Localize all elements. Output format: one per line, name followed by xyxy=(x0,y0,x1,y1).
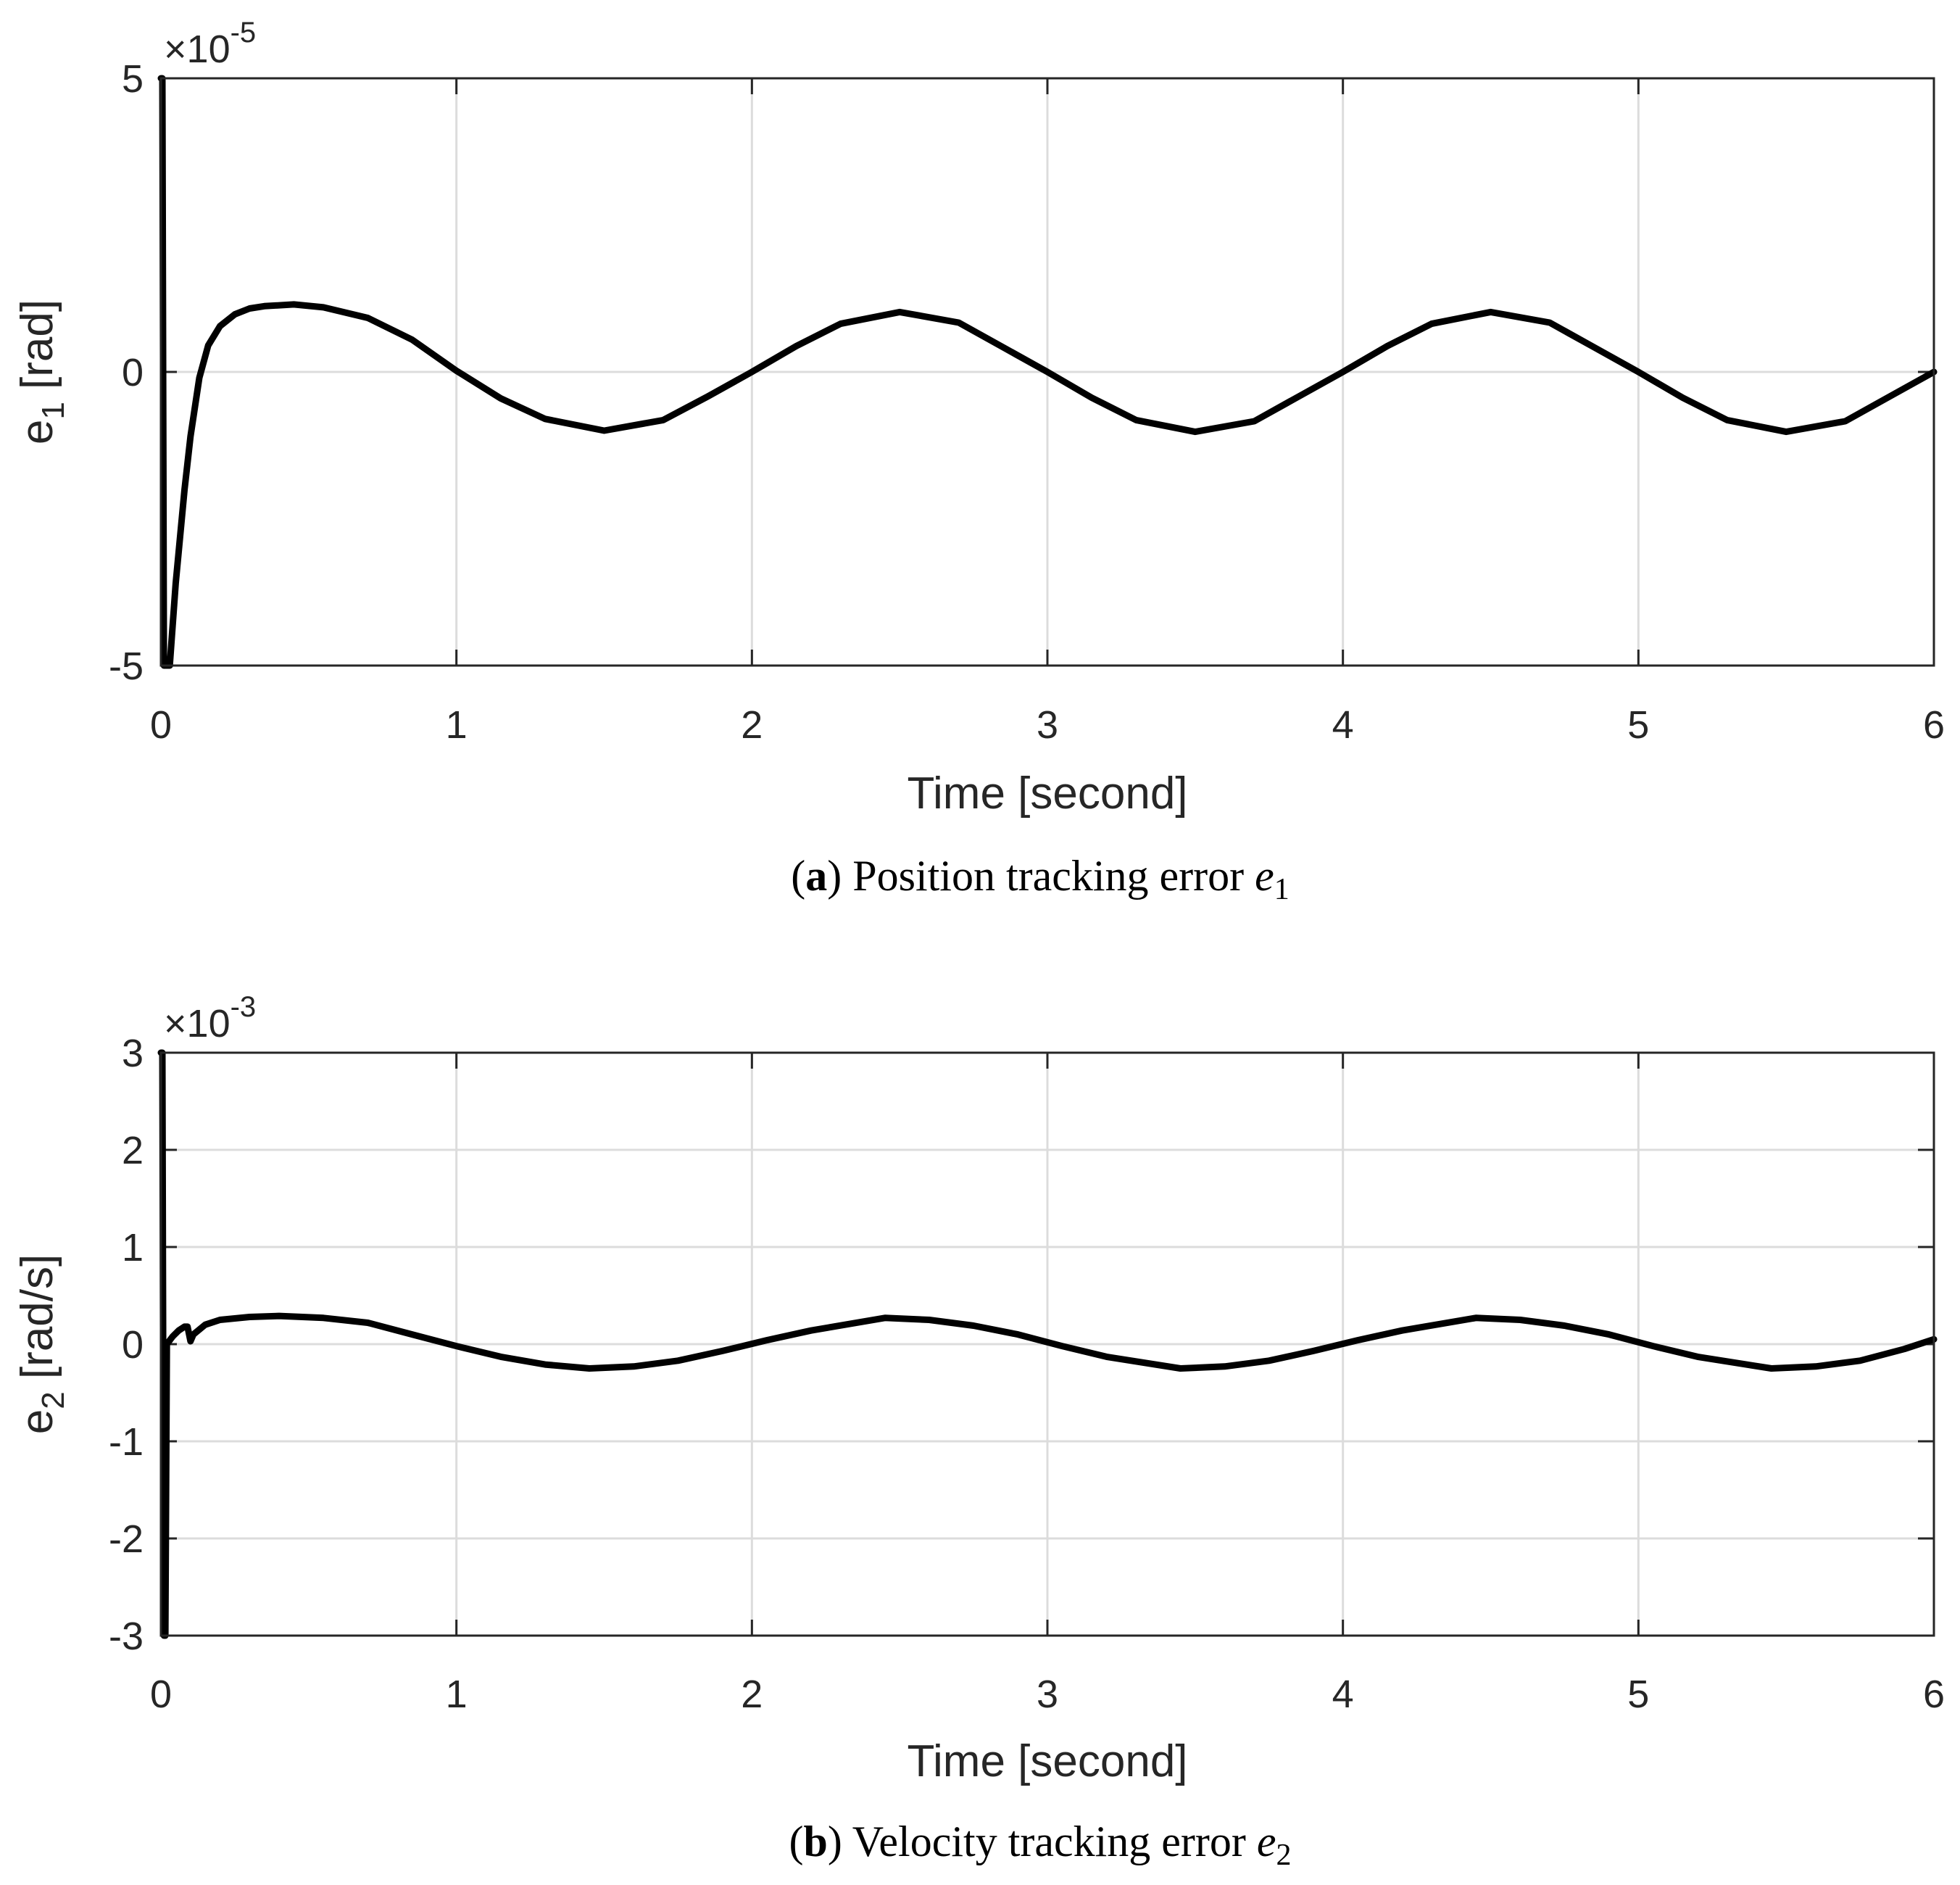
panel-b-x-tick-label: 6 xyxy=(1923,1673,1945,1716)
panel-b-y-tick-label: -1 xyxy=(109,1420,144,1464)
panel-a-chart: 0 1 2 3 4 5 6-505 ×10-5 Time [second] e1 [rad]… xyxy=(12,17,1945,906)
panel-b-caption: (b) Velocity tracking error e2 xyxy=(789,1818,1291,1872)
panel-a-exponent-prefix: ×10 xyxy=(164,28,231,71)
panel-a-y-axis-label: e1 [rad] xyxy=(12,299,71,444)
panel-a-y-axis-unit: [rad] xyxy=(12,299,62,402)
panel-b-y-axis-label: e2 [rad/s] xyxy=(12,1254,71,1434)
panel-b-x-tick-label: 4 xyxy=(1332,1673,1354,1716)
panel-b-y-tick-label: -2 xyxy=(109,1517,144,1561)
panel-a-y-axis-var: e xyxy=(12,420,62,444)
panel-b-series-line-e2 xyxy=(157,1049,1938,1639)
panel-b-y-tick-label: 2 xyxy=(122,1129,144,1172)
panel-a-exponent-power: -5 xyxy=(231,17,257,49)
panel-a-x-tick-label: 3 xyxy=(1037,703,1058,747)
panel-a-caption-text: Position tracking error xyxy=(852,852,1255,900)
panel-a-y-axis-sub: 1 xyxy=(36,402,71,419)
panel-b-y-axis-var: e xyxy=(12,1409,62,1434)
panel-a-caption-sub: 1 xyxy=(1274,873,1290,906)
panel-a-y-tick-label: 0 xyxy=(122,351,144,394)
panel-b-y-tick-label: 1 xyxy=(122,1226,144,1269)
panel-a-x-axis-label: Time [second] xyxy=(907,768,1187,819)
panel-b-caption-sub: 2 xyxy=(1276,1839,1292,1872)
panel-b-axes-box xyxy=(159,1051,1935,1637)
panel-a-x-tick-label: 0 xyxy=(150,703,172,747)
panel-a-x-tick-label: 6 xyxy=(1923,703,1945,747)
panel-a-series-line-e1 xyxy=(157,75,1938,669)
panel-a-y-tick-label: 5 xyxy=(122,57,144,101)
panel-a-x-tick-label: 5 xyxy=(1627,703,1649,747)
panel-a-ticks: 0 1 2 3 4 5 6-505 xyxy=(109,57,1945,747)
panel-b-caption-text: Velocity tracking error xyxy=(852,1818,1257,1865)
panel-a-x-tick-label: 1 xyxy=(446,703,468,747)
panel-a-caption-open-paren: ( xyxy=(791,852,805,900)
panel-b-exponent-label: ×10-3 xyxy=(164,991,256,1045)
panel-b-x-tick-label: 3 xyxy=(1037,1673,1058,1716)
panel-b-exponent-prefix: ×10 xyxy=(164,1002,231,1045)
panel-a-exponent-label: ×10-5 xyxy=(164,17,256,71)
panel-b-x-tick-label: 2 xyxy=(741,1673,763,1716)
panel-a-y-tick-label: -5 xyxy=(109,645,144,688)
panel-a-caption: (a) Position tracking error e1 xyxy=(791,852,1290,906)
panel-a-caption-close-paren: ) xyxy=(827,852,852,900)
panel-b-x-tick-label: 1 xyxy=(446,1673,468,1716)
panel-b-x-tick-label: 0 xyxy=(150,1673,172,1716)
panel-a-x-tick-label: 2 xyxy=(741,703,763,747)
panel-b-x-axis-label: Time [second] xyxy=(907,1736,1187,1786)
panel-a-x-tick-label: 4 xyxy=(1332,703,1354,747)
panel-b-caption-close-paren: ) xyxy=(828,1818,852,1865)
panel-a-axes-box xyxy=(159,77,1935,667)
panel-b-y-tick-label: 3 xyxy=(122,1032,144,1075)
panel-b-y-tick-label: -3 xyxy=(109,1615,144,1658)
panel-b-y-axis-sub: 2 xyxy=(36,1391,71,1409)
panel-b-caption-open-paren: ( xyxy=(789,1818,803,1865)
panel-b-y-axis-unit: [rad/s] xyxy=(12,1254,62,1392)
panel-b-exponent-power: -3 xyxy=(231,991,257,1023)
panel-a-caption-var: e xyxy=(1255,852,1274,900)
panel-a-caption-tag: a xyxy=(805,852,827,900)
panel-b-x-tick-label: 5 xyxy=(1627,1673,1649,1716)
panel-b-caption-tag: b xyxy=(803,1818,827,1865)
panel-b-ticks: 0 1 2 3 4 5 6 -3 -2 -1 0 1 2 3 xyxy=(109,1032,1945,1716)
panel-b-y-tick-label: 0 xyxy=(122,1323,144,1367)
panel-b-caption-var: e xyxy=(1257,1818,1276,1865)
